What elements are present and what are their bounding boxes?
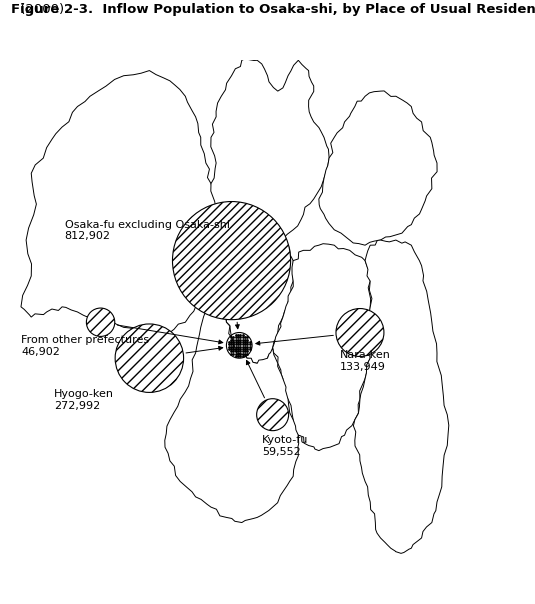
Text: (2000): (2000) [16, 3, 64, 16]
Text: From other prefectures
46,902: From other prefectures 46,902 [21, 335, 149, 357]
Polygon shape [211, 59, 329, 266]
Circle shape [86, 308, 115, 336]
Circle shape [336, 309, 384, 356]
Circle shape [172, 202, 291, 320]
Polygon shape [354, 240, 449, 553]
Polygon shape [215, 230, 294, 364]
Text: Kyoto-fu
59,552: Kyoto-fu 59,552 [262, 435, 309, 457]
Circle shape [257, 399, 288, 431]
Polygon shape [273, 243, 372, 451]
Text: Nara-ken
133,949: Nara-ken 133,949 [339, 350, 390, 372]
Polygon shape [319, 91, 437, 245]
Polygon shape [165, 281, 299, 522]
Text: Osaka-fu excluding Osaka-shi
812,902: Osaka-fu excluding Osaka-shi 812,902 [65, 219, 230, 241]
Text: Hyogo-ken
272,992: Hyogo-ken 272,992 [55, 389, 114, 411]
Text: Figure 2-3.  Inflow Population to Osaka-shi, by Place of Usual Residence: Figure 2-3. Inflow Population to Osaka-s… [11, 3, 535, 16]
Polygon shape [21, 71, 221, 338]
Circle shape [115, 324, 184, 393]
